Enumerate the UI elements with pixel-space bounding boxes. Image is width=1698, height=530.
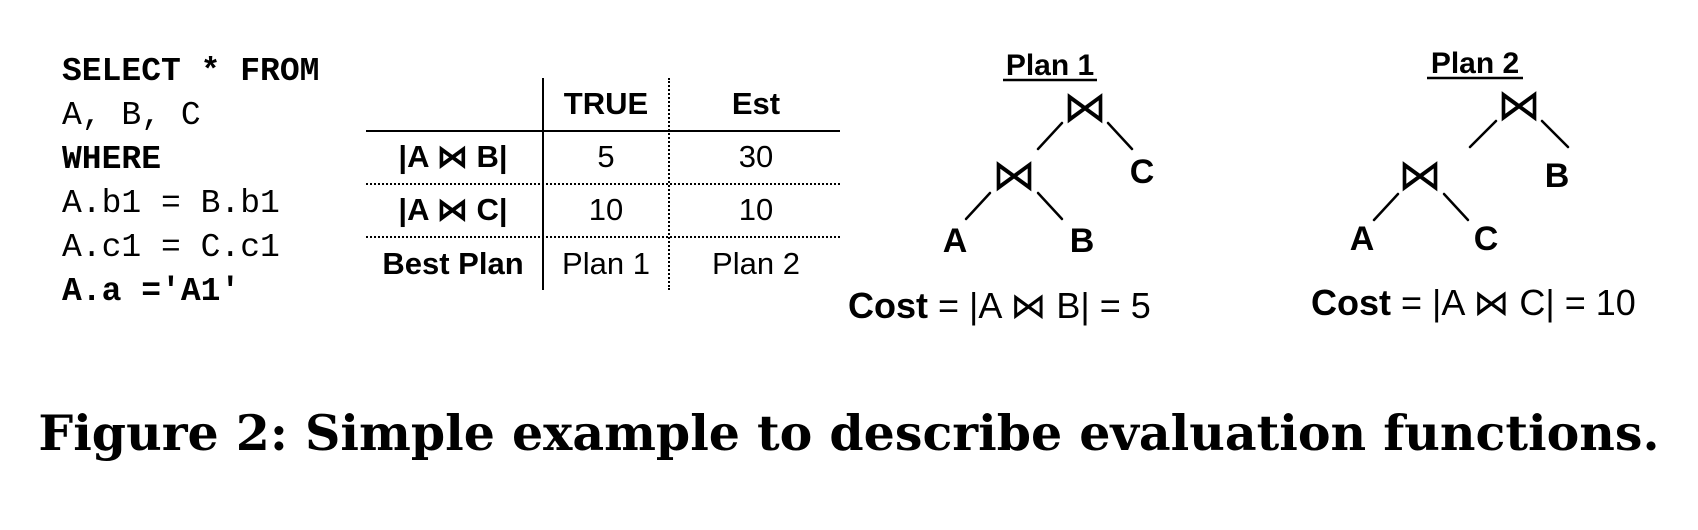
plan-2-cost: Cost = |A ⋈ C| = 10 xyxy=(1311,282,1636,323)
plan-1-cost-label: Cost xyxy=(848,285,928,326)
plan-2-leaf-b: B xyxy=(1545,157,1570,195)
table-row-ac-label: |A ⋈ C| xyxy=(398,192,508,227)
table-row-ab-true: 5 xyxy=(597,139,615,174)
plan-2-leaf-c: C xyxy=(1474,220,1499,258)
plan-1-leaf-c: C xyxy=(1130,153,1155,191)
plan-2-cost-label: Cost xyxy=(1311,282,1391,323)
table-row-best-plan-label: Best Plan xyxy=(382,246,524,281)
plan-1-edges xyxy=(964,119,1570,222)
plan-2-leaf-a: A xyxy=(1350,220,1375,258)
plan-2-cost-expression: = |A ⋈ C| = 10 xyxy=(1391,282,1636,323)
plan-1-edge xyxy=(1106,121,1134,151)
plan-2-edge xyxy=(1468,119,1498,149)
cardinality-table: TRUE Est |A ⋈ B| 5 30 |A ⋈ C| 10 10 Best… xyxy=(364,78,842,290)
table-header-est: Est xyxy=(731,86,781,121)
plan-1-leaf-b: B xyxy=(1070,222,1095,260)
sql-query: SELECT * FROM A, B, C WHERE A.b1 = B.b1 … xyxy=(62,50,319,314)
table-row-best-plan-est: Plan 2 xyxy=(712,246,800,281)
table-row-ac-est: 10 xyxy=(738,192,774,227)
plan-2-join-root: ⋈ xyxy=(1497,81,1541,130)
table-column-divider xyxy=(668,78,670,290)
table-header-rule xyxy=(366,130,840,132)
plan-1-edge xyxy=(1036,191,1064,221)
table-row-ab-est: 30 xyxy=(738,139,774,174)
plan-1-cost-expression: = |A ⋈ B| = 5 xyxy=(928,285,1151,326)
sql-line-join-ac: A.c1 = C.c1 xyxy=(62,229,280,266)
join-plans-diagram: Plan 1 ⋈ ⋈ A B C Cost = |A ⋈ B| = 5 Plan… xyxy=(848,47,1636,326)
plan-2-edge xyxy=(1372,192,1400,222)
table-row-divider xyxy=(366,183,840,185)
plan-1-join-inner: ⋈ xyxy=(992,151,1036,200)
table-row-best-plan-true: Plan 1 xyxy=(562,246,650,281)
plan-1-leaf-a: A xyxy=(943,222,968,260)
plan-2-edge xyxy=(1540,119,1570,149)
sql-line-filter: A.a ='A1' xyxy=(62,273,241,310)
sql-line-join-ab: A.b1 = B.b1 xyxy=(62,185,280,222)
plan-1-cost: Cost = |A ⋈ B| = 5 xyxy=(848,285,1151,326)
plan-2-join-inner: ⋈ xyxy=(1398,151,1442,200)
sql-line-tables: A, B, C xyxy=(62,97,201,134)
plan-2-title: Plan 2 xyxy=(1431,47,1519,80)
table-header-true: TRUE xyxy=(563,86,649,121)
figure-caption: Figure 2: Simple example to describe eva… xyxy=(38,404,1660,462)
plan-1-join-root: ⋈ xyxy=(1063,83,1107,132)
plan-1-edge xyxy=(964,191,992,221)
sql-line-where: WHERE xyxy=(62,141,162,178)
plan-1-edge xyxy=(1036,121,1064,151)
plan-2-edge xyxy=(1442,192,1470,222)
sql-line-select: SELECT * FROM xyxy=(62,53,320,90)
table-row-ab-label: |A ⋈ B| xyxy=(398,139,508,174)
table-column-divider xyxy=(542,78,544,290)
table-row-ac-true: 10 xyxy=(588,192,624,227)
plan-1-title: Plan 1 xyxy=(1006,49,1094,82)
table-row-divider xyxy=(366,236,840,238)
